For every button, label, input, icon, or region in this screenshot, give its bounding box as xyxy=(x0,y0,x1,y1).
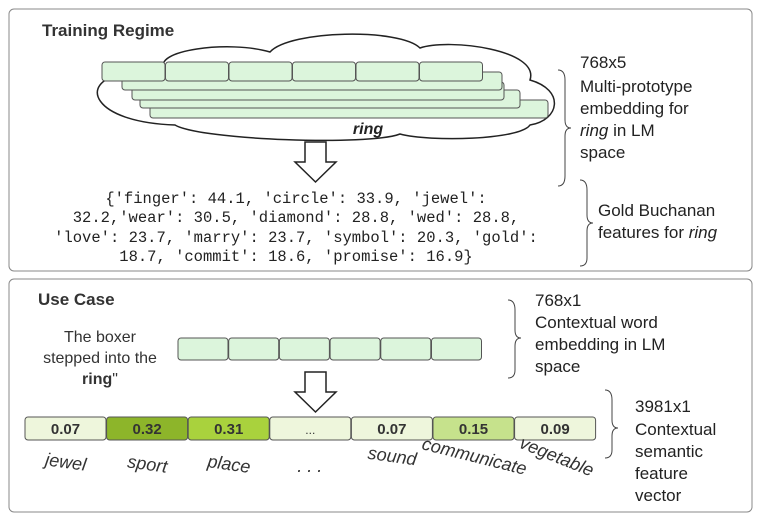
gold-desc: Gold Buchanan xyxy=(598,201,715,220)
desc-rest: in LM xyxy=(608,121,654,140)
prototype-dims: 768x5 xyxy=(580,53,626,72)
feature-value: 0.07 xyxy=(51,421,80,438)
sentence-line: The boxer xyxy=(64,329,137,346)
training-panel xyxy=(8,8,753,272)
gold-desc: features for ring xyxy=(598,223,718,242)
training-title: Training Regime xyxy=(42,21,174,40)
feature-value: 0.31 xyxy=(214,421,243,438)
dict-line: 32.2,'wear': 30.5, 'diamond': 28.8, 'wed… xyxy=(73,209,519,227)
feature-cell xyxy=(350,416,433,441)
down-arrow-icon xyxy=(293,141,338,184)
contextual-embedding xyxy=(177,337,482,361)
feature-value: 0.09 xyxy=(540,421,569,438)
feature-cell xyxy=(269,416,352,441)
feature-cell xyxy=(106,416,189,441)
embedding-dims: 768x1 xyxy=(535,291,581,310)
quote: " xyxy=(112,371,118,388)
ring-word: ring xyxy=(580,121,609,140)
feature-label: . . . xyxy=(297,456,322,476)
embedding-desc: embedding in LM xyxy=(535,335,665,354)
gold-desc-text: features for xyxy=(598,223,689,242)
prototype-desc: embedding for xyxy=(580,99,689,118)
use-case-panel xyxy=(8,278,753,513)
prototype-front-row xyxy=(101,61,483,82)
brace-icon xyxy=(507,299,522,379)
embedding-cell xyxy=(292,61,356,82)
embedding-cell xyxy=(329,337,381,361)
embedding-cell xyxy=(431,337,482,361)
sentence-line: stepped into the xyxy=(43,350,157,367)
embedding-cell xyxy=(278,337,330,361)
vector-dims: 3981x1 xyxy=(635,397,691,416)
dict-line: {'finger': 44.1, 'circle': 33.9, 'jewel'… xyxy=(105,190,486,208)
dict-line: 18.7, 'commit': 18.6, 'promise': 16.9} xyxy=(119,248,472,266)
feature-value: 0.07 xyxy=(377,421,406,438)
embedding-cell xyxy=(101,61,166,82)
ring-word: ring xyxy=(82,371,112,388)
vector-desc: feature xyxy=(635,464,688,483)
feature-cell xyxy=(24,416,107,441)
embedding-cell xyxy=(177,337,229,361)
ring-word: ring xyxy=(689,223,718,242)
feature-label: sport xyxy=(126,451,169,477)
feature-vector: 0.07 0.32 0.31... 0.07 0.15 0.09 xyxy=(24,416,597,441)
feature-label: jewel xyxy=(41,449,88,475)
feature-cell xyxy=(187,416,270,441)
embedding-desc: Contextual word xyxy=(535,313,658,332)
brace-icon xyxy=(604,389,619,459)
prototype-desc: space xyxy=(580,143,625,162)
prototype-desc: Multi-prototype xyxy=(580,77,692,96)
vector-desc: Contextual xyxy=(635,420,716,439)
embedding-cell xyxy=(228,61,293,82)
feature-value: ... xyxy=(305,423,315,437)
vector-desc: vector xyxy=(635,486,682,505)
cloud-label: ring xyxy=(353,121,383,138)
embedding-desc: space xyxy=(535,357,580,376)
sentence-line: ring" xyxy=(82,371,118,388)
brace-icon xyxy=(557,69,572,187)
prototype-desc: ring in LM xyxy=(580,121,655,140)
brace-icon xyxy=(579,179,594,267)
use-case-title: Use Case xyxy=(38,290,115,309)
dict-line: 'love': 23.7, 'marry': 23.7, 'symbol': 2… xyxy=(54,229,538,247)
feature-label: sound xyxy=(367,443,419,470)
feature-label: place xyxy=(205,451,251,477)
embedding-cell xyxy=(380,337,432,361)
embedding-cell xyxy=(355,61,420,82)
embedding-cell xyxy=(228,337,280,361)
feature-cell xyxy=(514,416,597,441)
vector-desc: semantic xyxy=(635,442,704,461)
embedding-cell xyxy=(419,61,483,82)
embedding-cell xyxy=(165,61,229,82)
down-arrow-icon xyxy=(293,371,338,414)
feature-value: 0.15 xyxy=(459,421,488,438)
gold-features-dict: {'finger': 44.1, 'circle': 33.9, 'jewel'… xyxy=(54,190,538,266)
feature-value: 0.32 xyxy=(132,421,161,438)
feature-cell xyxy=(432,416,515,441)
